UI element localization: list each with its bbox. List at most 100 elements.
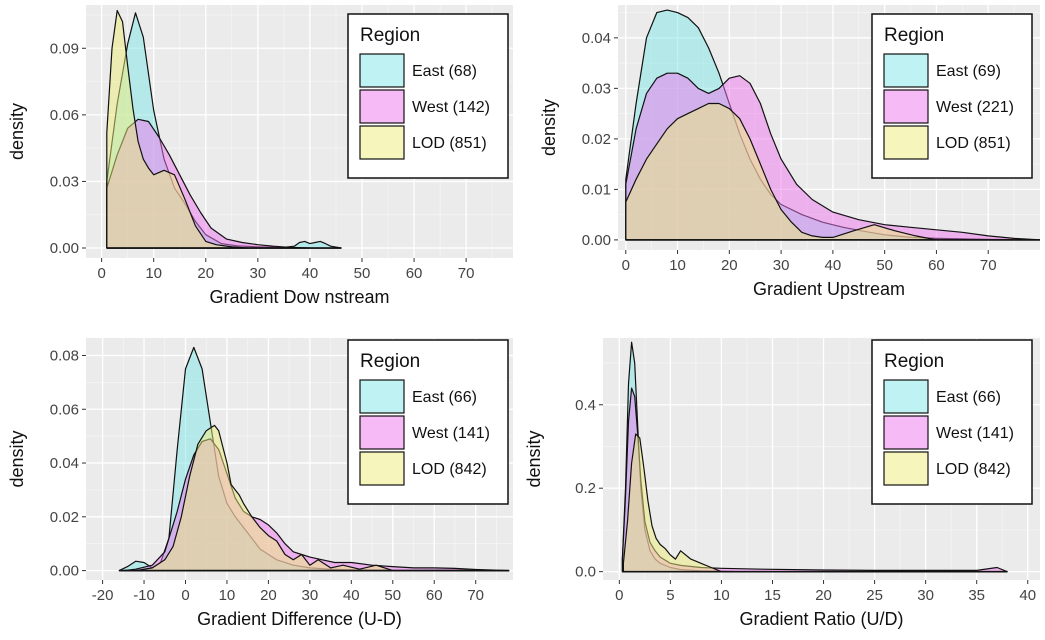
- legend-key-1: [883, 379, 929, 414]
- y-tick-label: 0.04: [582, 30, 611, 47]
- x-tick-label: 50: [384, 587, 401, 604]
- x-tick-label: -10: [133, 587, 155, 604]
- x-tick-label: 60: [426, 587, 443, 604]
- x-tick-label: 10: [713, 587, 730, 604]
- x-tick-label: 60: [928, 257, 945, 274]
- x-tick-label: 20: [721, 257, 738, 274]
- x-tick-label: 50: [354, 265, 371, 282]
- x-tick-label: 10: [669, 257, 686, 274]
- legend-label-2: West (141): [936, 425, 1014, 442]
- y-tick-label: 0.00: [50, 240, 79, 257]
- y-axis-title: density: [7, 103, 27, 160]
- density-layer: [106, 9, 342, 249]
- density-area-3: [622, 433, 722, 573]
- legend-key-2: [359, 89, 405, 124]
- legend-label-3: LOD (851): [412, 135, 487, 152]
- y-axis-title: density: [7, 430, 27, 487]
- legend-key-3: [883, 451, 929, 486]
- x-tick-label: 70: [980, 257, 997, 274]
- x-tick-label: 5: [666, 587, 674, 604]
- legend-title: Region: [884, 351, 944, 372]
- x-tick-label: 25: [866, 587, 883, 604]
- x-tick-label: 35: [968, 587, 985, 604]
- y-tick-label: 0.03: [50, 173, 79, 190]
- y-tick-label: 0.06: [50, 401, 79, 418]
- x-tick-label: 40: [1019, 587, 1036, 604]
- x-tick-label: 0: [615, 587, 623, 604]
- x-tick-label: 20: [197, 265, 214, 282]
- density-layer: [621, 341, 1008, 573]
- y-tick-label: 0.06: [50, 107, 79, 124]
- legend-key-2: [883, 415, 929, 450]
- x-tick-label: 0: [622, 257, 630, 274]
- panel-3: -20 -10 0 10 20 30 40 50 60 70 0.00 0.02 0.04 0.06 0.0…: [7, 338, 513, 629]
- legend-key-1: [359, 53, 405, 88]
- x-tick-label: 30: [773, 257, 790, 274]
- legend-label-3: LOD (851): [936, 135, 1011, 152]
- y-tick-label: 0.02: [50, 509, 79, 526]
- legend-key-1: [883, 53, 929, 88]
- y-tick-label: 0.02: [582, 131, 611, 148]
- x-tick-label: 70: [458, 265, 475, 282]
- x-tick-label: 40: [302, 265, 319, 282]
- panel-4: 0 5 10 15 20 25 30 35 40 0.0 0.2 0.4 Gradient Ratio …: [524, 338, 1040, 629]
- x-tick-label: 20: [260, 587, 277, 604]
- x-axis-title: Gradient Ratio (U/D): [739, 609, 903, 629]
- legend-label-1: East (68): [412, 63, 477, 80]
- x-tick-label: 60: [406, 265, 423, 282]
- x-tick-label: 70: [467, 587, 484, 604]
- y-tick-label: 0.01: [582, 181, 611, 198]
- y-tick-label: 0.03: [582, 80, 611, 97]
- x-tick-label: 40: [343, 587, 360, 604]
- legend: Region East (68) West (142) LOD (851): [347, 13, 509, 179]
- density-layer: [625, 9, 1040, 241]
- y-tick-label: 0.04: [50, 455, 79, 472]
- legend-label-1: East (69): [936, 63, 1001, 80]
- legend: Region East (66) West (141) LOD (842): [871, 339, 1033, 505]
- y-axis-title: density: [524, 430, 544, 487]
- x-tick-label: 50: [876, 257, 893, 274]
- legend-title: Region: [884, 25, 944, 46]
- legend: Region East (69) West (221) LOD (851): [871, 13, 1033, 179]
- legend-key-3: [359, 451, 405, 486]
- panel-2: 0 10 20 30 40 50 60 70 0.00 0.01 0.02 0.03 0.04 Gradi…: [539, 5, 1040, 299]
- x-tick-label: 0: [181, 587, 189, 604]
- y-tick-label: 0.0: [575, 564, 596, 581]
- x-tick-label: 15: [764, 587, 781, 604]
- legend-label-2: West (142): [412, 99, 490, 116]
- legend-title: Region: [360, 25, 420, 46]
- x-tick-label: -20: [92, 587, 114, 604]
- legend-key-1: [359, 379, 405, 414]
- y-axis-title: density: [539, 99, 559, 156]
- legend-label-3: LOD (842): [936, 461, 1011, 478]
- x-tick-label: 20: [815, 587, 832, 604]
- x-tick-label: 30: [249, 265, 266, 282]
- y-tick-label: 0.09: [50, 40, 79, 57]
- legend-label-1: East (66): [412, 389, 477, 406]
- y-tick-label: 0.2: [575, 480, 596, 497]
- legend-key-3: [883, 125, 929, 160]
- legend-label-2: West (141): [412, 425, 490, 442]
- x-tick-label: 10: [145, 265, 162, 282]
- legend-key-2: [883, 89, 929, 124]
- x-axis-title: Gradient Difference (U-D): [197, 609, 402, 629]
- legend-label-3: LOD (842): [412, 461, 487, 478]
- density-area-3: [625, 102, 937, 241]
- density-area-3: [106, 9, 248, 249]
- legend-key-2: [359, 415, 405, 450]
- x-tick-label: 0: [97, 265, 105, 282]
- x-tick-label: 40: [825, 257, 842, 274]
- y-tick-label: 0.08: [50, 347, 79, 364]
- legend-title: Region: [360, 351, 420, 372]
- x-axis-title: Gradient Upstream: [753, 279, 905, 299]
- density-layer: [118, 346, 510, 572]
- legend-label-1: East (66): [936, 389, 1001, 406]
- panel-1: 0 10 20 30 40 50 60 70 0.00 0.03 0.06 0.09 Gradient …: [7, 5, 513, 307]
- y-tick-label: 0.00: [50, 563, 79, 580]
- density-area-3: [135, 424, 394, 572]
- legend: Region East (66) West (141) LOD (842): [347, 339, 509, 505]
- x-tick-label: 30: [917, 587, 934, 604]
- x-tick-label: 30: [302, 587, 319, 604]
- y-tick-label: 0.00: [582, 232, 611, 249]
